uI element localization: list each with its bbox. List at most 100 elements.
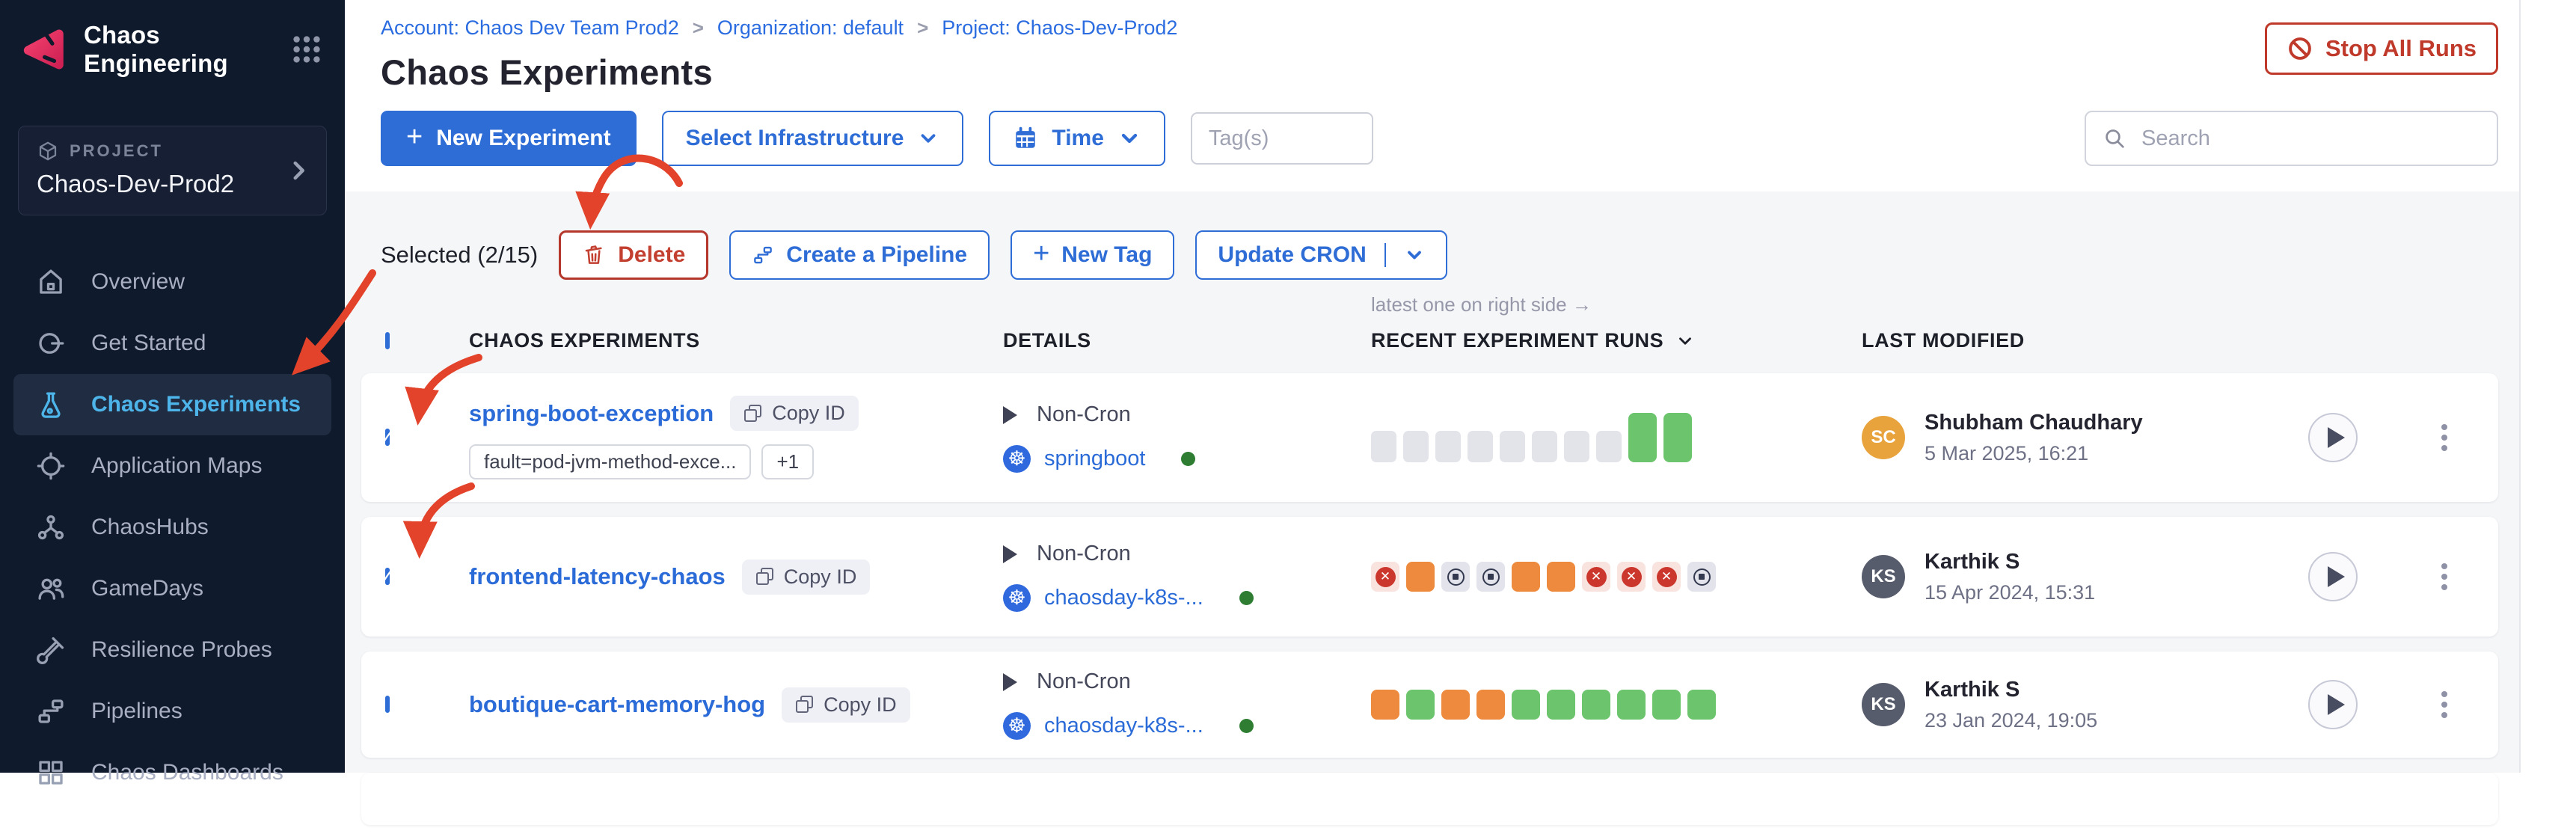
kubernetes-icon: ☸ [1003,712,1031,740]
run-indicator[interactable] [1582,690,1610,720]
run-indicator[interactable] [1500,431,1525,462]
delete-button[interactable]: Delete [559,230,708,280]
run-indicator[interactable] [1371,690,1399,720]
experiment-name-link[interactable]: frontend-latency-chaos [469,563,726,590]
experiments-content: Selected (2/15) Delete [345,191,2576,840]
row-checkbox[interactable] [385,568,390,585]
new-tag-button[interactable]: + New Tag [1011,230,1174,280]
new-experiment-button[interactable]: + New Experiment [381,111,637,166]
run-indicator[interactable] [1406,690,1435,720]
breadcrumb-account-link[interactable]: Account: Chaos Dev Team Prod2 [381,16,679,40]
run-indicator[interactable] [1617,562,1646,592]
sidebar-item-get-started[interactable]: Get Started [13,313,331,374]
select-infrastructure-dropdown[interactable]: Select Infrastructure [662,111,964,166]
tags-input[interactable] [1191,112,1373,165]
hub-network-icon [34,511,67,544]
run-indicator[interactable] [1435,431,1461,462]
run-indicator[interactable] [1512,690,1540,720]
copy-icon [755,568,773,586]
infrastructure-link[interactable]: chaosday-k8s-... [1044,586,1203,610]
stop-all-runs-label: Stop All Runs [2325,35,2477,62]
select-all-checkbox[interactable] [385,332,390,349]
run-indicator[interactable] [1441,562,1470,592]
search-box[interactable] [2085,111,2498,166]
row-checkbox[interactable] [385,696,390,713]
run-indicator[interactable] [1371,431,1396,462]
row-checkbox[interactable] [385,429,390,446]
run-indicator[interactable] [1406,562,1435,592]
infrastructure-link[interactable]: springboot [1044,447,1145,471]
sidebar-item-label: ChaosHubs [91,515,209,540]
sidebar-item-label: Overview [91,269,185,295]
infrastructure-link[interactable]: chaosday-k8s-... [1044,714,1203,738]
run-indicator[interactable] [1596,431,1622,462]
run-indicator[interactable] [1687,562,1716,592]
run-indicator[interactable] [1476,690,1505,720]
sidebar-item-gamedays[interactable]: GameDays [13,558,331,619]
column-header-runs[interactable]: latest one on right side → RECENT EXPERI… [1338,329,1824,352]
search-input[interactable] [2140,126,2480,152]
column-header-experiments[interactable]: CHAOS EXPERIMENTS [433,329,969,352]
sidebar-item-resilience-probes[interactable]: Resilience Probes [13,619,331,681]
run-indicator[interactable] [1512,562,1540,592]
expand-triangle-icon[interactable] [1003,406,1017,424]
create-pipeline-button[interactable]: Create a Pipeline [729,230,990,280]
run-indicator[interactable] [1476,562,1505,592]
run-indicator[interactable] [1652,690,1681,720]
run-indicator[interactable] [1582,562,1610,592]
run-indicator[interactable] [1547,562,1575,592]
chevron-down-icon [1675,331,1695,351]
scrollbar-gutter[interactable] [2519,0,2576,773]
copy-id-button[interactable]: Copy ID [782,687,910,723]
run-indicator[interactable] [1403,431,1429,462]
row-menu-kebab-icon[interactable] [2441,435,2447,441]
experiment-name-link[interactable]: spring-boot-exception [469,400,714,427]
tag-chip: fault=pod-jvm-method-exce... [469,444,751,479]
row-menu-kebab-icon[interactable] [2441,702,2447,708]
home-icon [34,266,67,298]
expand-triangle-icon[interactable] [1003,545,1017,563]
sidebar-item-overview[interactable]: Overview [13,251,331,313]
get-started-icon [34,327,67,360]
sidebar-item-pipelines[interactable]: Pipelines [13,681,331,742]
run-indicator[interactable] [1687,690,1716,720]
sidebar-item-chaoshubs[interactable]: ChaosHubs [13,497,331,558]
run-indicator[interactable] [1547,690,1575,720]
run-indicator[interactable] [1468,431,1493,462]
modified-date: 23 Jan 2024, 19:05 [1925,709,2097,732]
sidebar-item-chaos-experiments[interactable]: Chaos Experiments [13,374,331,435]
main-area: Account: Chaos Dev Team Prod2 > Organiza… [345,0,2576,773]
breadcrumb-organization-link[interactable]: Organization: default [717,16,904,40]
update-cron-button[interactable]: Update CRON [1195,230,1447,280]
run-indicator[interactable] [1652,562,1681,592]
pipeline-icon [34,695,67,728]
plus-icon: + [1033,238,1049,270]
run-experiment-button[interactable] [2308,552,2358,601]
run-indicator[interactable] [1663,413,1692,462]
run-experiment-button[interactable] [2308,413,2358,462]
sidebar-item-application-maps[interactable]: Application Maps [13,435,331,497]
run-indicator[interactable] [1532,431,1557,462]
run-indicator[interactable] [1441,690,1470,720]
breadcrumb-project-link[interactable]: Project: Chaos-Dev-Prod2 [942,16,1177,40]
test-tube-icon [34,634,67,666]
run-indicator[interactable] [1617,690,1646,720]
run-experiment-button[interactable] [2308,680,2358,729]
row-menu-kebab-icon[interactable] [2441,574,2447,580]
experiment-name-link[interactable]: boutique-cart-memory-hog [469,691,765,718]
expand-triangle-icon[interactable] [1003,673,1017,691]
run-indicator[interactable] [1628,413,1657,462]
play-icon [2328,694,2345,715]
run-indicator[interactable] [1371,562,1399,592]
module-grid-icon[interactable] [289,32,324,67]
sidebar-item-chaos-dashboards[interactable]: Chaos Dashboards [13,742,331,803]
project-selector[interactable]: PROJECT Chaos-Dev-Prod2 [18,126,327,215]
table-row: spring-boot-exception Copy ID fault=pod-… [361,373,2498,502]
time-filter-dropdown[interactable]: Time [989,111,1165,166]
stop-all-runs-button[interactable]: Stop All Runs [2265,22,2498,75]
copy-id-button[interactable]: Copy ID [742,560,871,595]
runs-order-note: latest one on right side → [1371,293,1592,316]
copy-id-button[interactable]: Copy ID [730,396,859,431]
tag-more-chip[interactable]: +1 [761,444,814,479]
run-indicator[interactable] [1564,431,1589,462]
